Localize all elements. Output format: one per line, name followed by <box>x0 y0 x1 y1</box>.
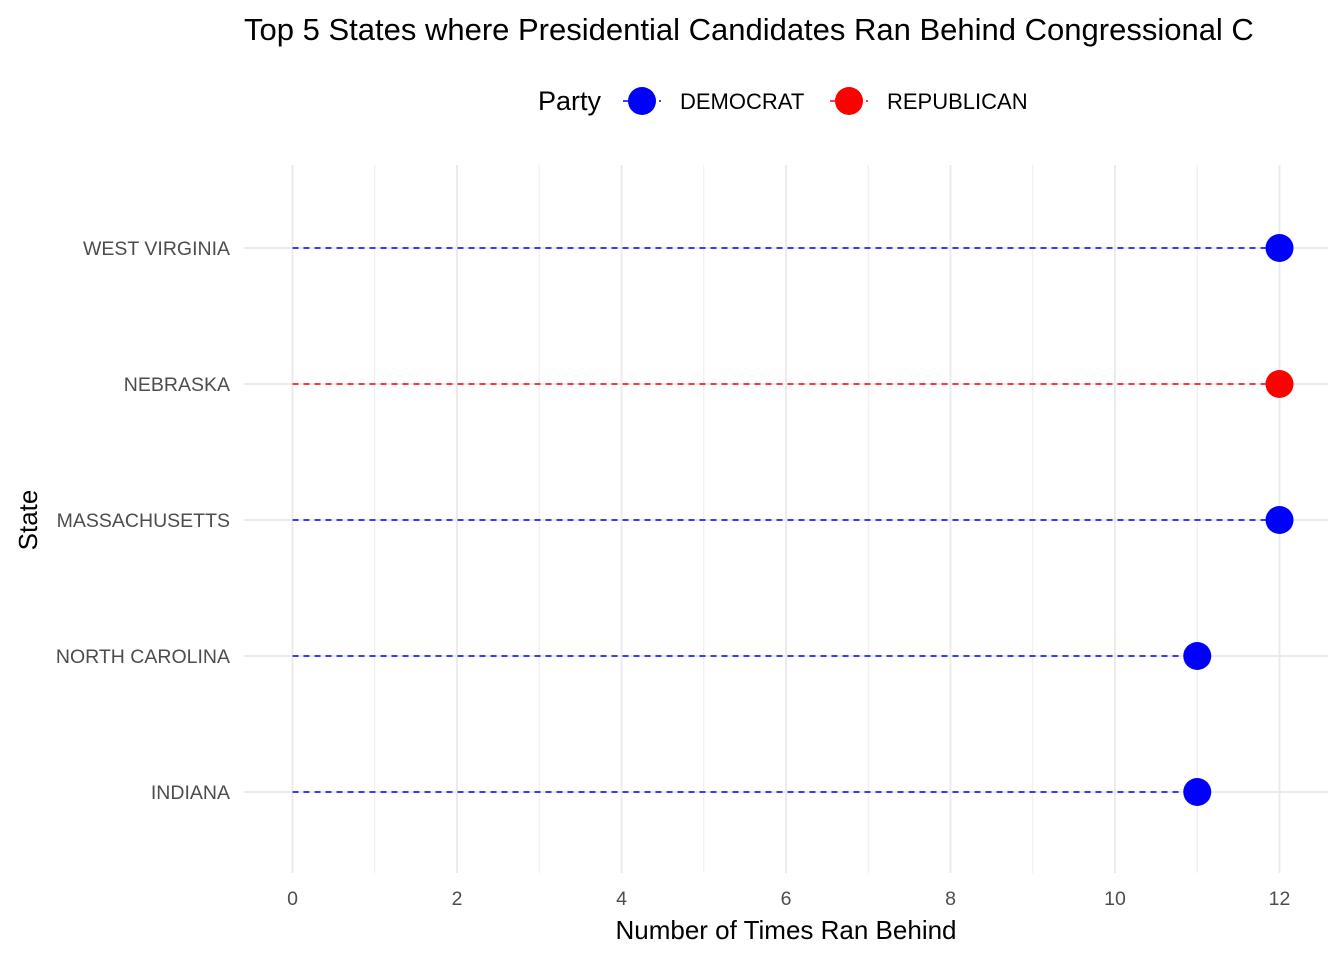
x-tick-label: 12 <box>1269 888 1291 910</box>
legend-entry-republican: REPUBLICAN <box>830 87 1028 115</box>
data-point <box>1265 506 1294 534</box>
legend-key-dot <box>628 87 656 115</box>
x-tick-label: 8 <box>945 888 956 910</box>
legend-key-dot <box>835 87 863 115</box>
x-tick-label: 2 <box>452 888 463 910</box>
grid <box>244 165 1328 873</box>
x-tick-label: 4 <box>616 888 627 910</box>
chart-title: Top 5 States where Presidential Candidat… <box>244 12 1254 47</box>
legend-label: DEMOCRAT <box>680 89 804 114</box>
y-tick-labels: INDIANA NORTH CAROLINA MASSACHUSETTS NEBRAS… <box>56 238 230 804</box>
y-axis-title: State <box>13 490 43 551</box>
y-tick-label: MASSACHUSETTS <box>57 510 230 532</box>
legend-entry-democrat: DEMOCRAT <box>623 87 804 115</box>
data-point <box>1183 642 1212 670</box>
x-tick-label: 6 <box>781 888 792 910</box>
x-tick-label: 0 <box>287 888 298 910</box>
data-point <box>1265 234 1294 262</box>
legend-title: Party <box>538 86 602 116</box>
data-point <box>1183 778 1212 806</box>
lollipop-lines <box>292 247 1280 793</box>
data-point <box>1265 370 1294 398</box>
data-points <box>1183 234 1294 806</box>
x-axis-title: Number of Times Ran Behind <box>615 915 956 945</box>
y-tick-label: INDIANA <box>151 782 230 804</box>
x-tick-labels: 0 2 4 6 8 10 12 <box>287 888 1290 910</box>
y-tick-label: NEBRASKA <box>124 374 230 396</box>
legend: Party DEMOCRAT REPUBLICAN <box>538 86 1028 116</box>
y-tick-label: WEST VIRGINIA <box>83 238 230 260</box>
y-tick-label: NORTH CAROLINA <box>56 646 230 668</box>
x-tick-label: 10 <box>1104 888 1126 910</box>
legend-label: REPUBLICAN <box>887 89 1028 114</box>
